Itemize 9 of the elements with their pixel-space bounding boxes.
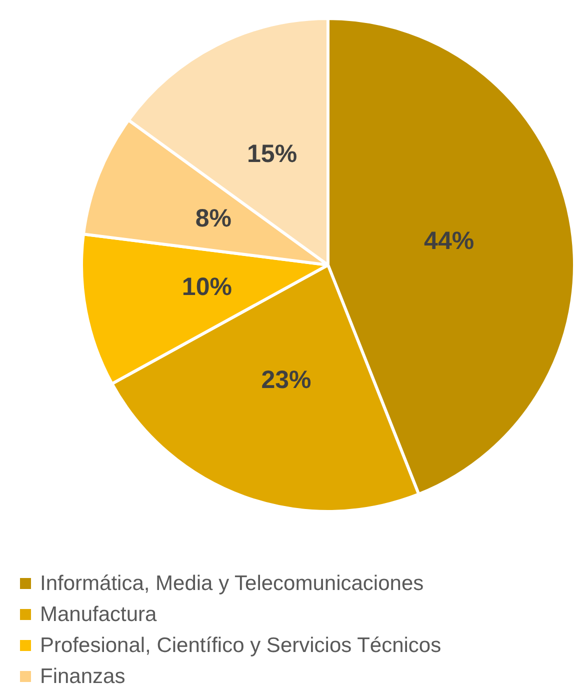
legend-label: Finanzas xyxy=(40,664,126,688)
data-label: 23% xyxy=(261,366,312,394)
data-label: 15% xyxy=(247,140,298,168)
data-label: 10% xyxy=(182,272,232,301)
legend-label: Profesional, Científico y Servicios Técnicos xyxy=(40,634,442,658)
data-label: 8% xyxy=(195,204,232,233)
data-label: 44% xyxy=(424,226,474,255)
legend-label: Informática, Media y Telecomunicaciones xyxy=(40,572,424,596)
legend-label: Manufactura xyxy=(40,602,157,626)
